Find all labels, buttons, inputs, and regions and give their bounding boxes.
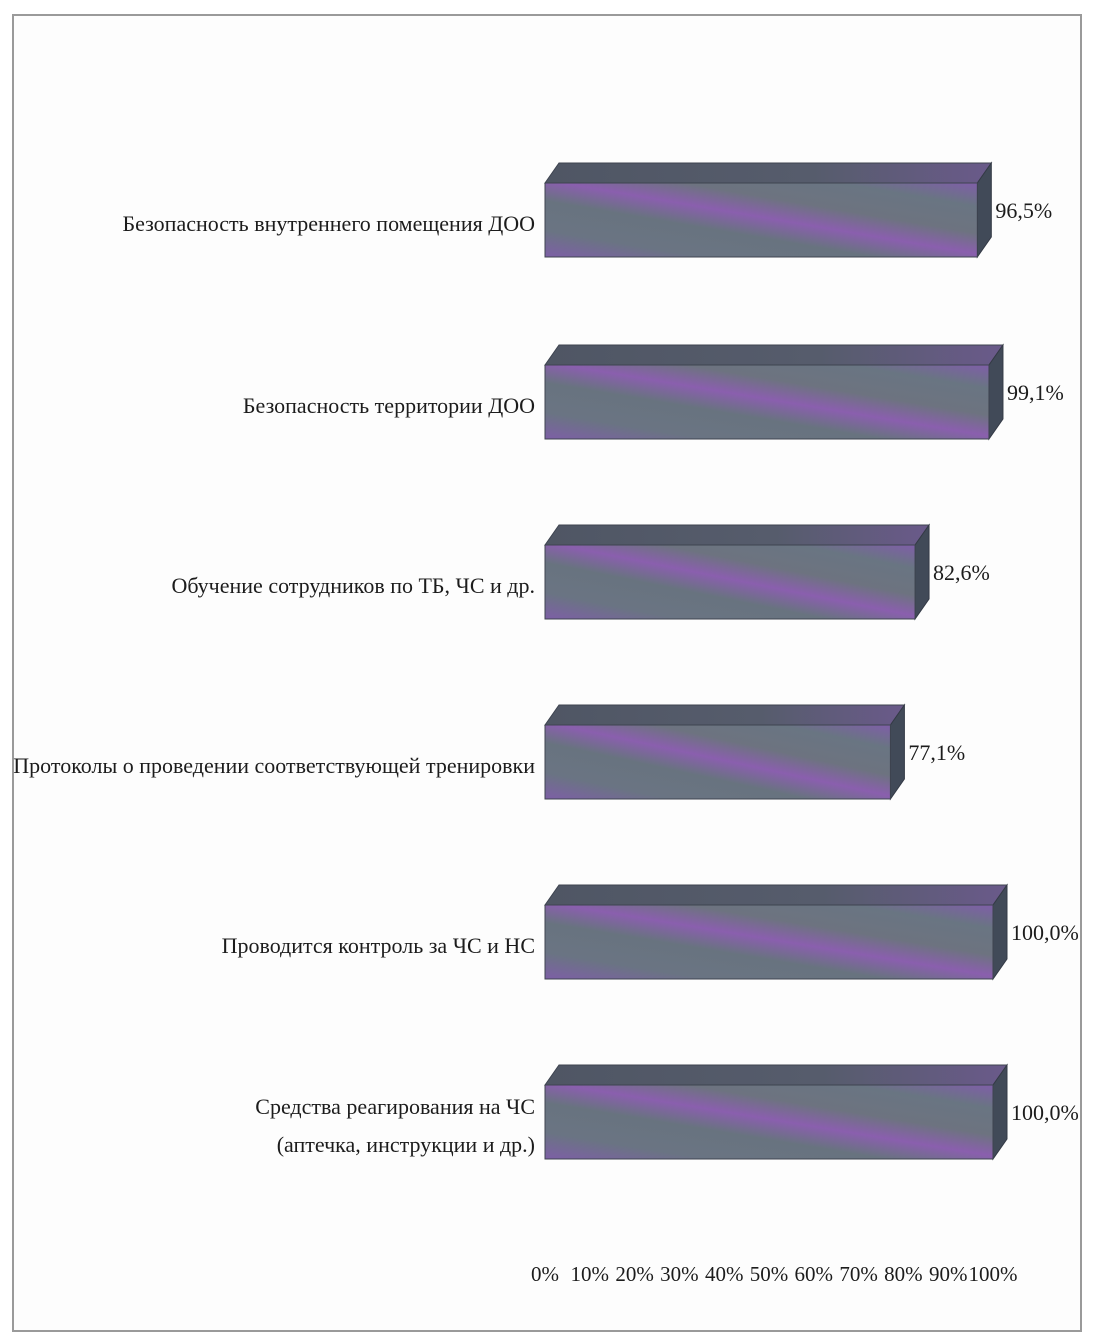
category-label: Проводится контроль за ЧС и НС (222, 933, 535, 958)
bar-top-face (545, 705, 904, 725)
bar-top-face (545, 163, 991, 183)
category-label: Средства реагирования на ЧС (255, 1094, 535, 1119)
bar (545, 525, 929, 619)
value-labels: 96,5% 99,1% 82,6% 77,1% 100,0% 100,0% (908, 198, 1078, 1125)
bar-top-face (545, 525, 929, 545)
bar (545, 345, 1003, 439)
bar (545, 705, 904, 799)
x-tick-label: 10% (571, 1262, 610, 1286)
bar-top-face (545, 1065, 1007, 1085)
data-label: 96,5% (995, 198, 1052, 223)
bar-top-face (545, 345, 1003, 365)
bar-front-face (545, 905, 993, 979)
category-labels: Безопасность внутреннего помещения ДОО Бе… (13, 211, 535, 1157)
x-tick-label: 0% (531, 1262, 559, 1286)
bar-front-face (545, 725, 890, 799)
category-label: Протоколы о проведении соответствующей т… (13, 753, 535, 778)
x-tick-label: 100% (969, 1262, 1018, 1286)
bar-top-face (545, 885, 1007, 905)
category-label: (аптечка, инструкции и др.) (277, 1132, 535, 1157)
data-label: 100,0% (1011, 920, 1079, 945)
bars-layer (545, 163, 1007, 1159)
x-tick-label: 80% (884, 1262, 923, 1286)
bar (545, 1065, 1007, 1159)
x-tick-label: 30% (660, 1262, 699, 1286)
bar (545, 163, 991, 257)
bar-front-face (545, 183, 977, 257)
bar-front-face (545, 365, 989, 439)
data-label: 100,0% (1011, 1100, 1079, 1125)
x-tick-label: 60% (795, 1262, 834, 1286)
bar-front-face (545, 545, 915, 619)
category-label: Безопасность территории ДОО (243, 393, 535, 418)
data-label: 99,1% (1007, 380, 1064, 405)
x-axis-ticks: 0% 10% 20% 30% 40% 50% 60% 70% 80% 90% 100% (531, 1262, 1018, 1286)
x-tick-label: 50% (750, 1262, 789, 1286)
bar-front-face (545, 1085, 993, 1159)
category-label: Обучение сотрудников по ТБ, ЧС и др. (171, 573, 535, 598)
bar (545, 885, 1007, 979)
data-label: 77,1% (908, 740, 965, 765)
category-label: Безопасность внутреннего помещения ДОО (122, 211, 535, 236)
x-tick-label: 20% (615, 1262, 654, 1286)
data-label: 82,6% (933, 560, 990, 585)
x-tick-label: 40% (705, 1262, 744, 1286)
x-tick-label: 70% (839, 1262, 878, 1286)
x-tick-label: 90% (929, 1262, 968, 1286)
